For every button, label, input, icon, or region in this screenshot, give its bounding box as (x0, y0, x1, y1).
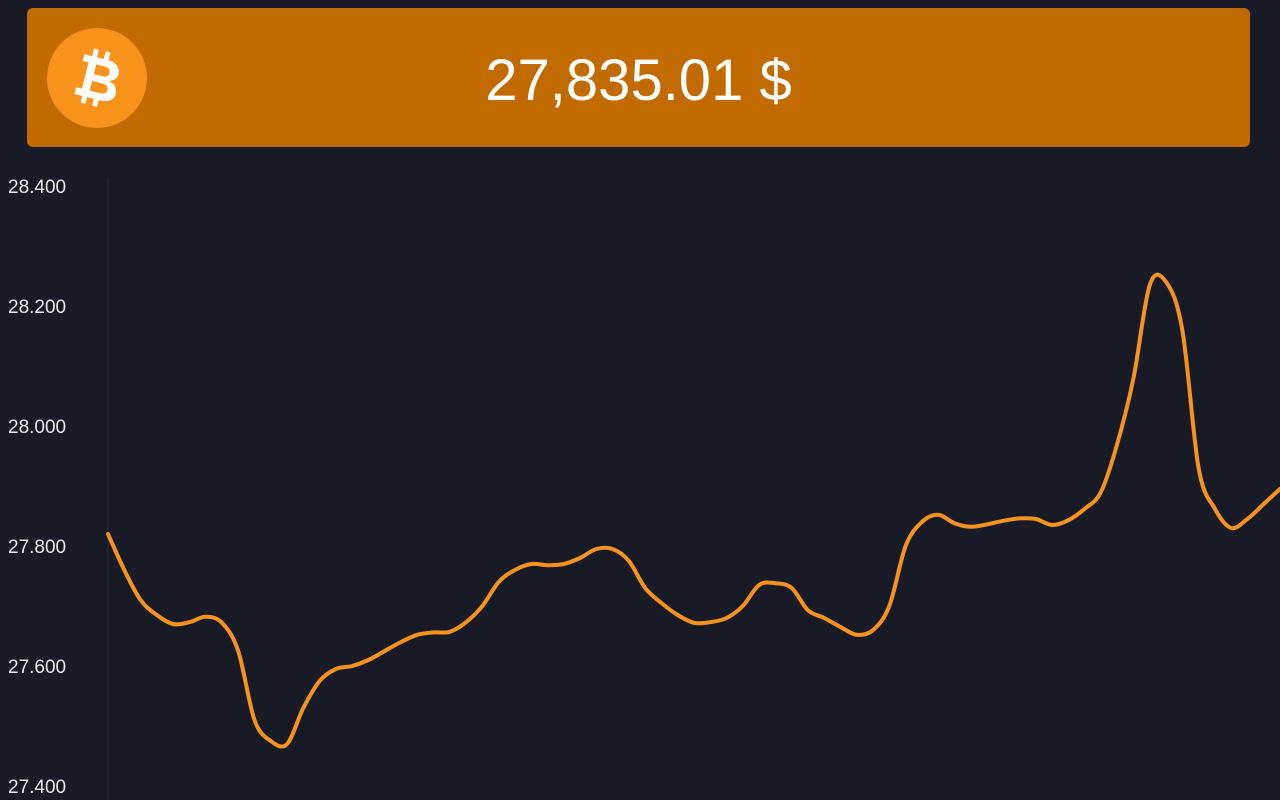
bitcoin-icon (47, 28, 147, 128)
y-tick-label: 28.200 (8, 297, 66, 318)
y-tick-label: 28.000 (8, 417, 66, 438)
price-banner: 27,835.01 $ (27, 8, 1250, 147)
price-line (106, 272, 1280, 749)
y-tick-label: 28.400 (8, 177, 66, 198)
y-tick-label: 27.600 (8, 657, 66, 678)
y-axis-ticks: 28.400 28.200 28.000 27.800 27.600 27.400 (8, 177, 66, 798)
price-chart: 28.400 28.200 28.000 27.800 27.600 27.400 (8, 177, 1280, 800)
current-price: 27,835.01 $ (485, 48, 792, 113)
y-tick-label: 27.800 (8, 537, 66, 558)
y-tick-label: 27.400 (8, 777, 66, 798)
